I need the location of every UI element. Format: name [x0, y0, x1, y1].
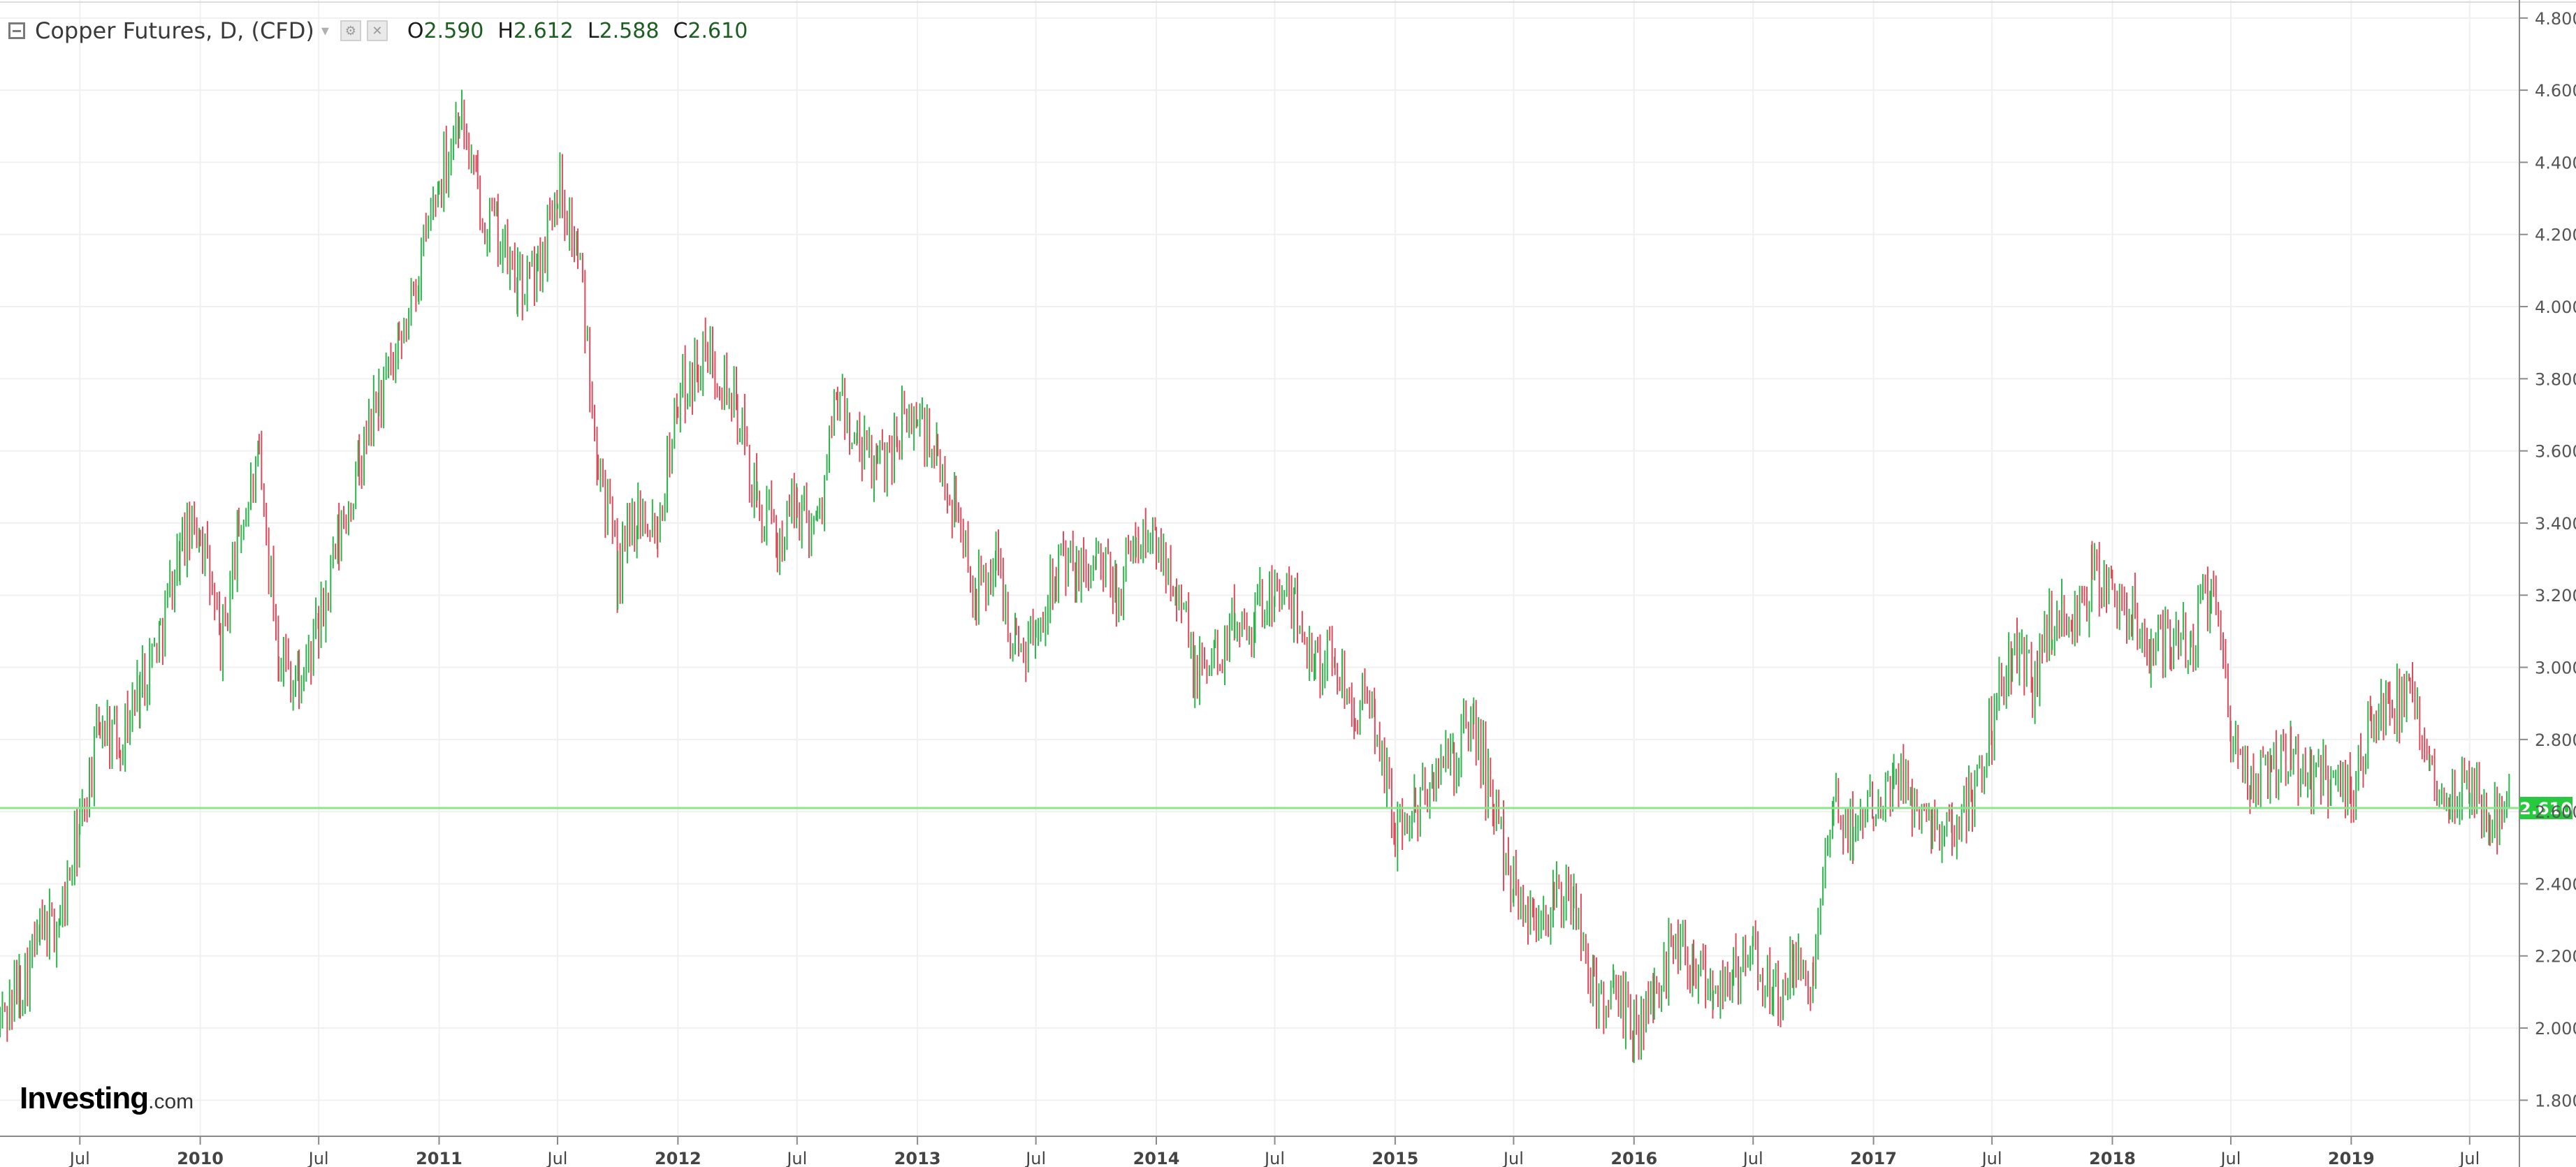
x-tick-label: 2013 [894, 1149, 941, 1167]
grid-lines [0, 0, 2519, 1136]
x-tick-label: Jul [785, 1149, 807, 1167]
settings-icon[interactable]: ⚙ [340, 20, 361, 41]
x-tick-label: 2014 [1133, 1149, 1180, 1167]
x-tick-label: 2016 [1610, 1149, 1657, 1167]
last-price-badge-label: 2.610 [2519, 799, 2573, 819]
time-axis[interactable]: Jul 2010 Jul 2011 Jul 2012 Jul 2013 Jul 2014 Jul 20… [68, 1136, 2480, 1167]
ohlc-low-value: 2.588 [599, 18, 660, 43]
y-tick-label: 4.400 [2535, 153, 2576, 173]
x-tick-label: 2010 [177, 1149, 224, 1167]
ohlc-high: H2.612 [497, 19, 573, 43]
ohlc-open-value: 2.590 [423, 18, 484, 43]
y-tick-label: 2.200 [2535, 947, 2576, 967]
ohlc-low: L2.588 [588, 19, 660, 43]
x-tick-label: 2017 [1850, 1149, 1897, 1167]
ohlc-open: O2.590 [407, 19, 484, 43]
x-tick-label: Jul [307, 1149, 329, 1167]
x-tick-label: Jul [2219, 1149, 2241, 1167]
y-tick-label: 2.600 [2535, 802, 2576, 822]
ohlc-open-label: O [407, 18, 424, 43]
x-tick-label: Jul [1024, 1149, 1046, 1167]
logo-brand: Investing [20, 1081, 149, 1115]
y-tick-label: 3.400 [2535, 514, 2576, 534]
x-tick-label: Jul [1742, 1149, 1763, 1167]
chevron-down-icon[interactable]: ▾ [321, 22, 329, 40]
y-tick-label: 2.400 [2535, 874, 2576, 894]
y-tick-label: 3.200 [2535, 586, 2576, 605]
x-tick-label: 2019 [2328, 1149, 2375, 1167]
y-tick-label: 1.800 [2535, 1091, 2576, 1110]
y-tick-label: 2.800 [2535, 731, 2576, 750]
x-tick-label: Jul [1502, 1149, 1524, 1167]
x-tick-label: 2018 [2089, 1149, 2136, 1167]
x-tick-label: 2015 [1371, 1149, 1418, 1167]
ohlc-high-label: H [497, 18, 514, 43]
last-price-line-group: 2.610 [0, 796, 2573, 819]
ohlc-close: C2.610 [673, 19, 748, 43]
ohlc-close-label: C [673, 18, 688, 43]
x-tick-label: Jul [546, 1149, 568, 1167]
y-tick-label: 4.800 [2535, 9, 2576, 29]
collapse-icon[interactable] [8, 22, 25, 39]
investing-logo[interactable]: Investing.com [20, 1081, 194, 1116]
symbol-title[interactable]: Copper Futures, D, (CFD) [35, 17, 314, 44]
close-icon[interactable]: ✕ [366, 20, 388, 41]
chart-legend: Copper Futures, D, (CFD) ▾ ⚙ ✕ O2.590 H2… [8, 14, 748, 47]
y-tick-label: 2.000 [2535, 1019, 2576, 1038]
y-tick-label: 4.600 [2535, 81, 2576, 101]
y-tick-label: 3.600 [2535, 442, 2576, 462]
x-tick-label: Jul [1263, 1149, 1285, 1167]
x-tick-label: 2012 [655, 1149, 701, 1167]
x-tick-label: Jul [2458, 1149, 2480, 1167]
x-tick-label: Jul [1981, 1149, 2002, 1167]
last-price-badge [2519, 796, 2573, 819]
ohlc-low-label: L [587, 18, 599, 43]
candles [0, 89, 2510, 1064]
ohlc-close-value: 2.610 [687, 18, 748, 43]
ohlc-high-value: 2.612 [513, 18, 574, 43]
y-tick-label: 4.000 [2535, 298, 2576, 317]
logo-domain: .com [148, 1090, 194, 1113]
y-tick-label: 3.000 [2535, 659, 2576, 678]
price-axis[interactable]: 1.800 2.000 2.200 2.400 2.600 2.800 3.000 3.200… [2519, 9, 2576, 1111]
y-tick-label: 4.200 [2535, 226, 2576, 245]
y-tick-label: 3.800 [2535, 369, 2576, 389]
x-tick-label: Jul [68, 1149, 90, 1167]
x-tick-label: 2011 [416, 1149, 463, 1167]
